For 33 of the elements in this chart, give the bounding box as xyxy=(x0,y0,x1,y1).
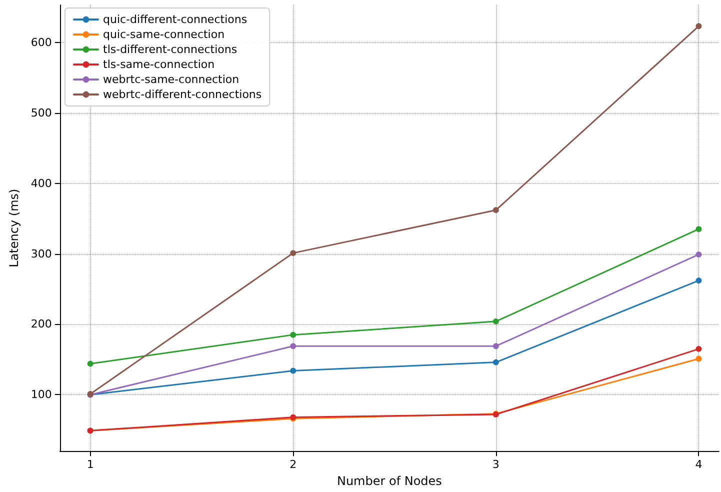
point xyxy=(290,332,296,338)
x-tick-label: 3 xyxy=(492,458,500,472)
legend-label: tls-same-connection xyxy=(103,58,215,71)
legend-label: webrtc-same-connection xyxy=(103,73,240,86)
y-tick-label: 600 xyxy=(30,36,52,49)
y-tick-label: 200 xyxy=(30,318,52,331)
x-tick-label: 2 xyxy=(290,458,297,472)
point xyxy=(696,346,702,352)
point xyxy=(696,226,702,232)
point xyxy=(696,23,702,30)
point xyxy=(492,343,499,350)
point xyxy=(87,360,94,367)
point xyxy=(696,251,702,258)
x-tick-label: 4 xyxy=(695,458,702,472)
x-axis-title: Number of Nodes xyxy=(336,474,442,488)
point xyxy=(696,356,702,362)
legend-label: tls-different-connections xyxy=(103,43,238,56)
y-tick-label: 100 xyxy=(30,388,52,402)
legend-label: webrtc-different-connections xyxy=(103,88,262,101)
y-tick-label: 500 xyxy=(30,106,52,120)
point xyxy=(696,278,702,284)
point xyxy=(290,343,296,350)
point xyxy=(290,368,296,374)
point xyxy=(492,359,499,366)
point xyxy=(290,250,296,256)
legend-label: quic-different-connections xyxy=(103,13,248,26)
x-tick-label: 1 xyxy=(86,458,94,472)
point xyxy=(492,207,499,214)
legend-label: quic-same-connection xyxy=(103,28,225,41)
y-tick-label: 400 xyxy=(30,176,52,190)
y-axis-title: Latency (ms) xyxy=(7,188,21,268)
y-tick-label: 300 xyxy=(30,247,52,260)
point xyxy=(492,318,499,324)
